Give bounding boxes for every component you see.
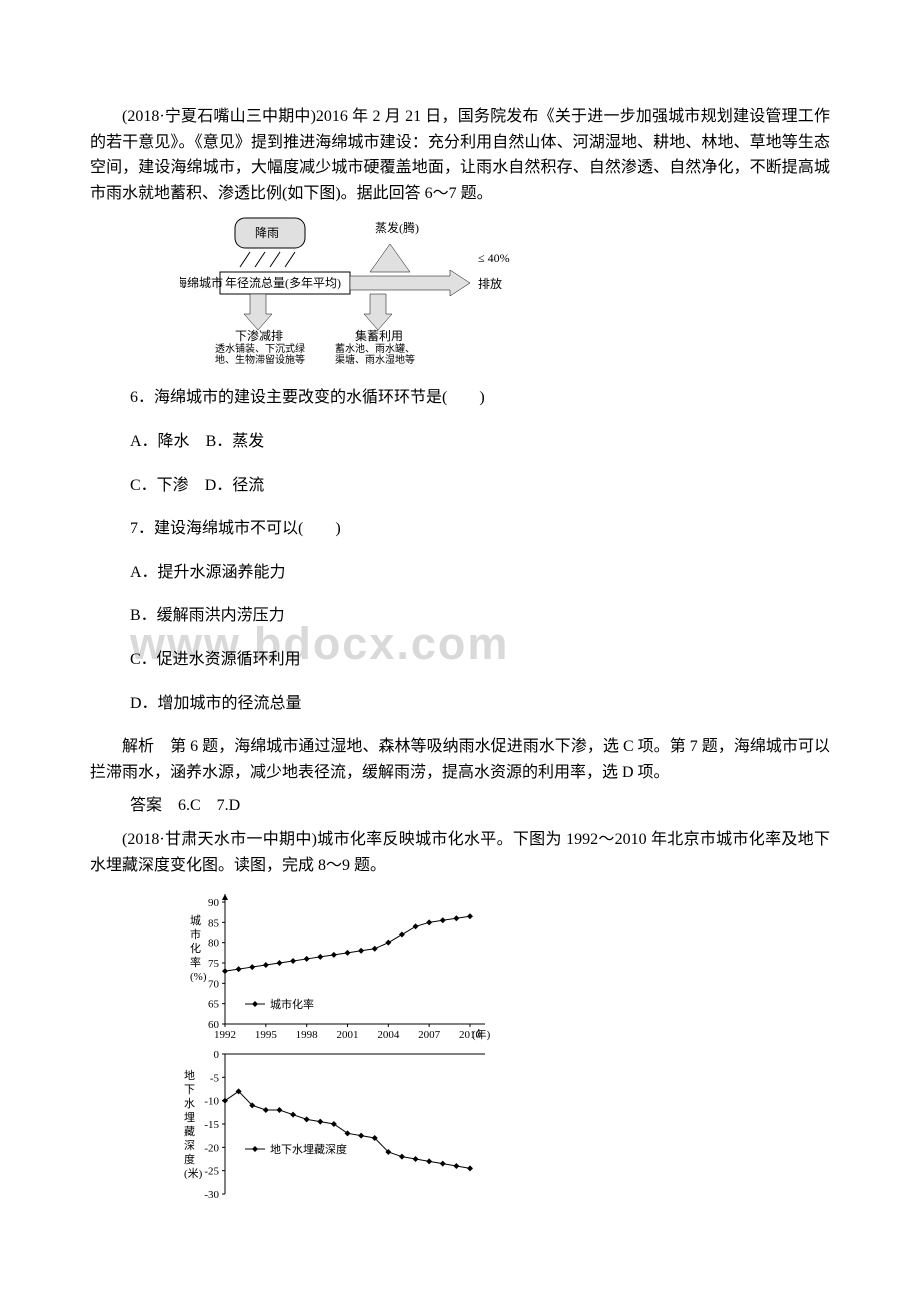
svg-text:1998: 1998 <box>296 1029 319 1041</box>
svg-text:75: 75 <box>208 958 220 970</box>
svg-text:城市化率: 城市化率 <box>270 997 314 1011</box>
svg-text:埋: 埋 <box>184 1111 195 1124</box>
svg-text:65: 65 <box>208 999 220 1011</box>
svg-text:率: 率 <box>190 955 201 969</box>
svg-text:2001: 2001 <box>337 1029 359 1041</box>
q6-opt-c: C．下渗 <box>130 477 189 494</box>
svg-text:(%): (%) <box>190 971 207 983</box>
svg-text:-15: -15 <box>204 1119 219 1131</box>
fig1-left-label: 海绵城市 <box>180 275 223 290</box>
fig1-collect-sub1: 蓄水池、雨水罐、 <box>335 342 415 355</box>
fig1-evap-label: 蒸发(腾) <box>375 220 419 235</box>
fig1-pct-label: ≤ 40% <box>478 251 510 265</box>
svg-text:市: 市 <box>190 927 201 941</box>
svg-text:0: 0 <box>214 1049 220 1061</box>
svg-text:(年): (年) <box>472 1027 491 1041</box>
svg-text:-25: -25 <box>204 1166 219 1178</box>
svg-text:85: 85 <box>208 917 220 929</box>
passage1-intro: (2018·宁夏石嘴山三中期中)2016 年 2 月 21 日，国务院发布《关于… <box>90 104 830 206</box>
svg-text:-20: -20 <box>204 1142 219 1154</box>
fig1-infilt-title: 下渗减排 <box>235 328 283 343</box>
fig1-infilt-sub1: 透水铺装、下沉式绿 <box>215 342 305 355</box>
svg-text:2004: 2004 <box>377 1029 400 1041</box>
main-content: (2018·宁夏石嘴山三中期中)2016 年 2 月 21 日，国务院发布《关于… <box>90 104 830 1214</box>
svg-text:深: 深 <box>184 1139 195 1152</box>
q7-stem: 7．建设海绵城市不可以( ) <box>90 516 830 542</box>
fig1-discharge-label: 排放 <box>478 276 502 291</box>
svg-text:(米): (米) <box>184 1167 203 1180</box>
svg-text:70: 70 <box>208 978 220 990</box>
q7-opt-b: B．缓解雨洪内涝压力 <box>90 603 830 629</box>
svg-text:80: 80 <box>208 938 220 950</box>
svg-text:藏: 藏 <box>184 1125 195 1138</box>
svg-text:-10: -10 <box>204 1096 219 1108</box>
passage1-answer: 答案 6.C 7.D <box>90 793 830 819</box>
q6-opt-a: A．降水 <box>130 433 190 450</box>
figure-beijing-chart: 60657075808590城市化率(%)1992199519982001200… <box>180 884 830 1214</box>
figure-sponge-city: 降雨 蒸发(腾) 年径流总量(多年平均) 海绵城市 ≤ 40% 排放 <box>180 212 830 367</box>
passage2-intro: (2018·甘肃天水市一中期中)城市化率反映城市化水平。下图为 1992～201… <box>90 827 830 878</box>
q6-opt-b: B．蒸发 <box>206 433 265 450</box>
passage1-explain: 解析 第 6 题，海绵城市通过湿地、森林等吸纳雨水促进雨水下渗，选 C 项。第 … <box>90 734 830 785</box>
svg-text:城: 城 <box>190 914 201 927</box>
svg-text:1992: 1992 <box>214 1029 236 1041</box>
q6-opts-ab: A．降水 B．蒸发 <box>90 429 830 455</box>
svg-text:地: 地 <box>184 1069 195 1082</box>
svg-text:2007: 2007 <box>418 1029 441 1041</box>
svg-text:水: 水 <box>184 1097 195 1110</box>
q6-stem: 6．海绵城市的建设主要改变的水循环环节是( ) <box>90 385 830 411</box>
svg-text:化: 化 <box>190 941 201 955</box>
fig1-infilt-sub2: 地、生物滞留设施等 <box>215 353 305 366</box>
svg-text:度: 度 <box>184 1152 195 1166</box>
svg-text:-30: -30 <box>204 1189 219 1201</box>
svg-text:下: 下 <box>184 1084 195 1096</box>
fig1-collect-title: 集蓄利用 <box>355 328 403 343</box>
fig1-runoff-label: 年径流总量(多年平均) <box>225 276 341 290</box>
svg-text:1995: 1995 <box>255 1029 278 1041</box>
q6-opts-cd: C．下渗 D．径流 <box>90 473 830 499</box>
svg-text:-5: -5 <box>210 1072 220 1084</box>
svg-text:90: 90 <box>208 897 220 909</box>
q7-opt-c: C．促进水资源循环利用 <box>90 647 830 673</box>
q7-opt-d: D．增加城市的径流总量 <box>90 691 830 717</box>
q7-opt-a: A．提升水源涵养能力 <box>90 560 830 586</box>
q6-opt-d: D．径流 <box>205 477 265 494</box>
fig1-rain-label: 降雨 <box>255 226 279 240</box>
fig1-collect-sub2: 渠塘、雨水湿地等 <box>335 353 415 366</box>
svg-text:地下水埋藏深度: 地下水埋藏深度 <box>270 1142 347 1156</box>
